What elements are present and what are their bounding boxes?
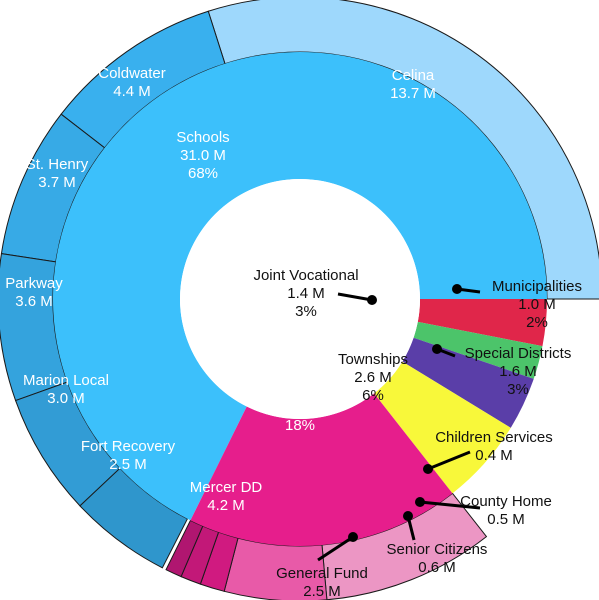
leader-dot xyxy=(348,532,358,542)
label-marion-local: Marion Local 3.0 M xyxy=(23,372,109,407)
label-general-fund-line: General Fund xyxy=(276,565,368,582)
label-joint-vocational-line: Joint Vocational xyxy=(253,267,358,284)
label-coldwater: Coldwater 4.4 M xyxy=(98,65,166,100)
slice-schools xyxy=(53,52,548,521)
outer-mercer-dd xyxy=(321,492,488,600)
leader-dot xyxy=(423,464,433,474)
label-municipalities-line: 1.0 M xyxy=(518,296,556,313)
center-hole xyxy=(180,179,420,419)
label-special-districts: Special Districts 1.6 M 3% xyxy=(465,345,572,398)
label-st-henry-line: 3.7 M xyxy=(38,174,76,191)
label-county: County 8.2 M 18% xyxy=(276,381,324,434)
leader-dot xyxy=(452,284,462,294)
label-st-henry-line: St. Henry xyxy=(26,156,89,173)
leader-line xyxy=(419,500,481,510)
slice-townships xyxy=(374,361,511,494)
label-senior-citizens-line: Senior Citizens xyxy=(387,541,488,558)
label-schools: Schools 31.0 M 68% xyxy=(176,129,229,182)
label-fort-recovery-line: 2.5 M xyxy=(109,456,147,473)
label-townships-line: 6% xyxy=(362,387,384,404)
label-celina-line: 13.7 M xyxy=(390,85,436,102)
label-joint-vocational: Joint Vocational 1.4 M 3% xyxy=(253,267,358,320)
label-fort-recovery-line: Fort Recovery xyxy=(81,438,176,455)
leader-dot xyxy=(403,511,413,521)
leader-dot xyxy=(367,295,377,305)
label-county-home-line: County Home xyxy=(460,493,552,510)
leader-dot xyxy=(415,497,425,507)
label-county-line: 8.2 M xyxy=(281,399,319,416)
label-county-home: County Home 0.5 M xyxy=(460,493,552,528)
labels: Celina 13.7 M Coldwater 4.4 M St. Henry 3.7 M… xyxy=(5,65,582,600)
label-children-services: Children Services 0.4 M xyxy=(435,429,553,464)
label-townships: Townships 2.6 M 6% xyxy=(338,351,408,404)
label-mercer-dd-line: Mercer DD xyxy=(190,479,263,496)
label-mercer-dd: Mercer DD 4.2 M xyxy=(190,479,263,514)
label-municipalities: Municipalities 1.0 M 2% xyxy=(492,278,582,331)
label-children-services-line: 0.4 M xyxy=(475,447,513,464)
slice-special-districts xyxy=(402,337,534,428)
label-parkway-line: 3.6 M xyxy=(15,293,53,310)
label-joint-vocational-line: 3% xyxy=(295,303,317,320)
slice-joint-vocational xyxy=(417,299,547,347)
label-fort-recovery: Fort Recovery 2.5 M xyxy=(81,438,176,473)
label-children-services-line: Children Services xyxy=(435,429,553,446)
label-municipalities-line: 2% xyxy=(526,314,548,331)
label-special-districts-line: 3% xyxy=(507,381,529,398)
label-parkway: Parkway 3.6 M xyxy=(5,275,63,310)
label-county-line: 18% xyxy=(285,417,315,434)
label-special-districts-line: 1.6 M xyxy=(499,363,537,380)
label-mercer-dd-line: 4.2 M xyxy=(207,497,245,514)
label-senior-citizens-line: 0.6 M xyxy=(418,559,456,576)
leader-dot xyxy=(432,344,442,354)
label-special-districts-line: Special Districts xyxy=(465,345,572,362)
leader-line xyxy=(337,292,373,302)
label-coldwater-line: Coldwater xyxy=(98,65,166,82)
label-general-fund: General Fund 2.5 M xyxy=(276,565,368,600)
leader-line xyxy=(427,450,471,471)
label-schools-line: Schools xyxy=(176,129,229,146)
label-schools-line: 68% xyxy=(188,165,218,182)
label-municipalities-line: Municipalities xyxy=(492,278,582,295)
label-marion-local-line: Marion Local xyxy=(23,372,109,389)
label-county-home-line: 0.5 M xyxy=(487,511,525,528)
label-senior-citizens: Senior Citizens 0.6 M xyxy=(387,541,488,576)
label-parkway-line: Parkway xyxy=(5,275,63,292)
label-general-fund-line: 2.5 M xyxy=(303,583,341,600)
label-townships-line: Townships xyxy=(338,351,408,368)
label-st-henry: St. Henry 3.7 M xyxy=(26,156,89,191)
label-coldwater-line: 4.4 M xyxy=(113,83,151,100)
label-townships-line: 2.6 M xyxy=(354,369,392,386)
label-county-line: County xyxy=(276,381,324,398)
leader-lines xyxy=(317,284,481,562)
label-schools-line: 31.0 M xyxy=(180,147,226,164)
label-marion-local-line: 3.0 M xyxy=(47,390,85,407)
inner-ring xyxy=(53,52,548,546)
slice-municipalities xyxy=(413,321,543,379)
leader-line xyxy=(317,535,354,562)
slice-county xyxy=(190,393,453,546)
label-celina: Celina 13.7 M xyxy=(390,67,436,102)
label-celina-line: Celina xyxy=(392,67,435,84)
label-joint-vocational-line: 1.4 M xyxy=(287,285,325,302)
